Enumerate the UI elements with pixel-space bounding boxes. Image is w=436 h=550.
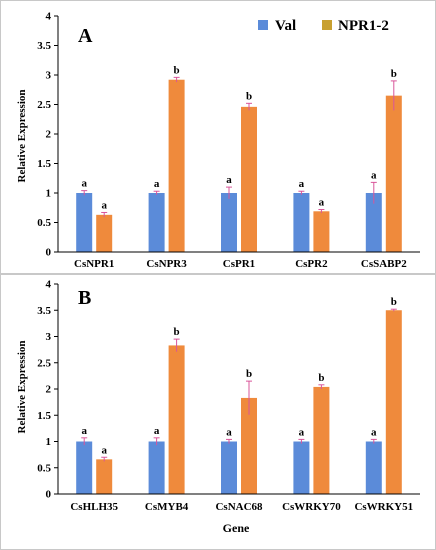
bar-val-csnpr3 [148,193,165,252]
panel-label-a: A [78,25,93,47]
y-tick-label-b: 2 [46,384,52,396]
bar-npr1-2-cswrky51 [385,310,402,494]
y-tick-label-a: 3 [46,70,52,82]
bar-npr1-2-csmyb4 [168,345,185,494]
y-tick-label-a: 0.5 [37,217,51,229]
y-tick-label-a: 2.5 [37,99,51,111]
significance-letter: b [246,90,252,102]
y-tick-label-b: 4 [46,279,52,291]
significance-letter: a [371,169,377,181]
significance-letter: a [299,178,305,190]
x-axis-label-b: Gene [223,521,250,535]
significance-letter: a [319,197,325,209]
significance-letter: a [81,178,87,190]
bar-val-cswrky70 [293,441,310,494]
y-tick-label-b: 0.5 [37,462,51,474]
bar-npr1-2-cspr1 [241,106,257,252]
x-tick-label-csnac68: CsNAC68 [215,501,263,513]
significance-letter: b [318,372,324,384]
bar-npr1-2-cspr2 [313,211,330,252]
legend-npr-swatch [322,20,332,30]
x-tick-label-cshlh35: CsHLH35 [70,501,118,513]
x-tick-label-cspr1: CsPR1 [223,258,255,270]
chart-panel-b: B Relative Expression 00.511.522.533.54 … [16,279,420,535]
bar-val-cshlh35 [76,441,93,494]
significance-letter: a [154,425,160,437]
panel-label-b: B [78,287,91,309]
significance-letter: a [154,178,160,190]
y-tick-label-b: 1 [46,436,52,448]
y-axis-label-a: Relative Expression [16,90,28,183]
x-tick-label-csmyb4: CsMYB4 [145,501,189,513]
x-tick-label-csnpr1: CsNPR1 [74,258,114,270]
bar-val-csnac68 [221,441,237,494]
y-tick-label-b: 3 [46,331,52,343]
y-tick-label-b: 0 [46,489,52,501]
y-tick-label-a: 2 [46,129,52,141]
x-tick-label-cspr2: CsPR2 [295,258,328,270]
y-tick-label-a: 4 [46,11,52,23]
legend-val-label: Val [275,18,296,34]
legend: Val NPR1-2 [258,18,389,34]
y-tick-label-a: 3.5 [37,40,51,52]
chart-panel-a: A Relative Expression 00.511.522.533.54 … [16,11,420,270]
significance-letter: a [299,426,305,438]
x-tick-label-cswrky70: CsWRKY70 [282,501,341,513]
significance-letter: a [226,174,232,186]
y-tick-label-b: 1.5 [37,410,51,422]
bar-npr1-2-csnpr1 [96,214,113,252]
x-tick-label-cswrky51: CsWRKY51 [354,501,413,513]
significance-letter: a [81,425,87,437]
y-tick-label-a: 1.5 [37,158,51,170]
significance-letter: b [174,326,180,338]
significance-letter: b [174,64,180,76]
significance-letter: b [246,368,252,380]
y-tick-label-b: 3.5 [37,305,51,317]
y-axis-label-b: Relative Expression [16,341,28,434]
x-tick-label-csnpr3: CsNPR3 [146,258,187,270]
y-tick-label-a: 1 [46,188,52,200]
significance-letter: a [101,444,107,456]
bar-npr1-2-cshlh35 [96,459,113,494]
bar-val-cspr2 [293,193,310,252]
bar-npr1-2-csnac68 [241,397,257,494]
y-tick-label-b: 2.5 [37,357,51,369]
significance-letter: a [226,426,232,438]
significance-letter: a [101,199,107,211]
legend-npr-label: NPR1-2 [338,18,389,34]
bar-npr1-2-csnpr3 [168,79,185,252]
bar-npr1-2-cswrky70 [313,386,330,494]
bar-npr1-2-cssabp2 [385,95,402,253]
significance-letter: a [371,426,377,438]
y-tick-label-a: 0 [46,247,52,259]
significance-letter: b [391,68,397,80]
significance-letter: b [391,296,397,308]
x-tick-label-cssabp2: CsSABP2 [361,258,407,270]
bar-val-cspr1 [221,193,237,252]
bar-val-cswrky51 [365,441,382,494]
bar-val-csmyb4 [148,441,165,494]
bar-val-csnpr1 [76,193,93,252]
legend-val-swatch [258,20,268,30]
bar-val-cssabp2 [365,193,382,252]
